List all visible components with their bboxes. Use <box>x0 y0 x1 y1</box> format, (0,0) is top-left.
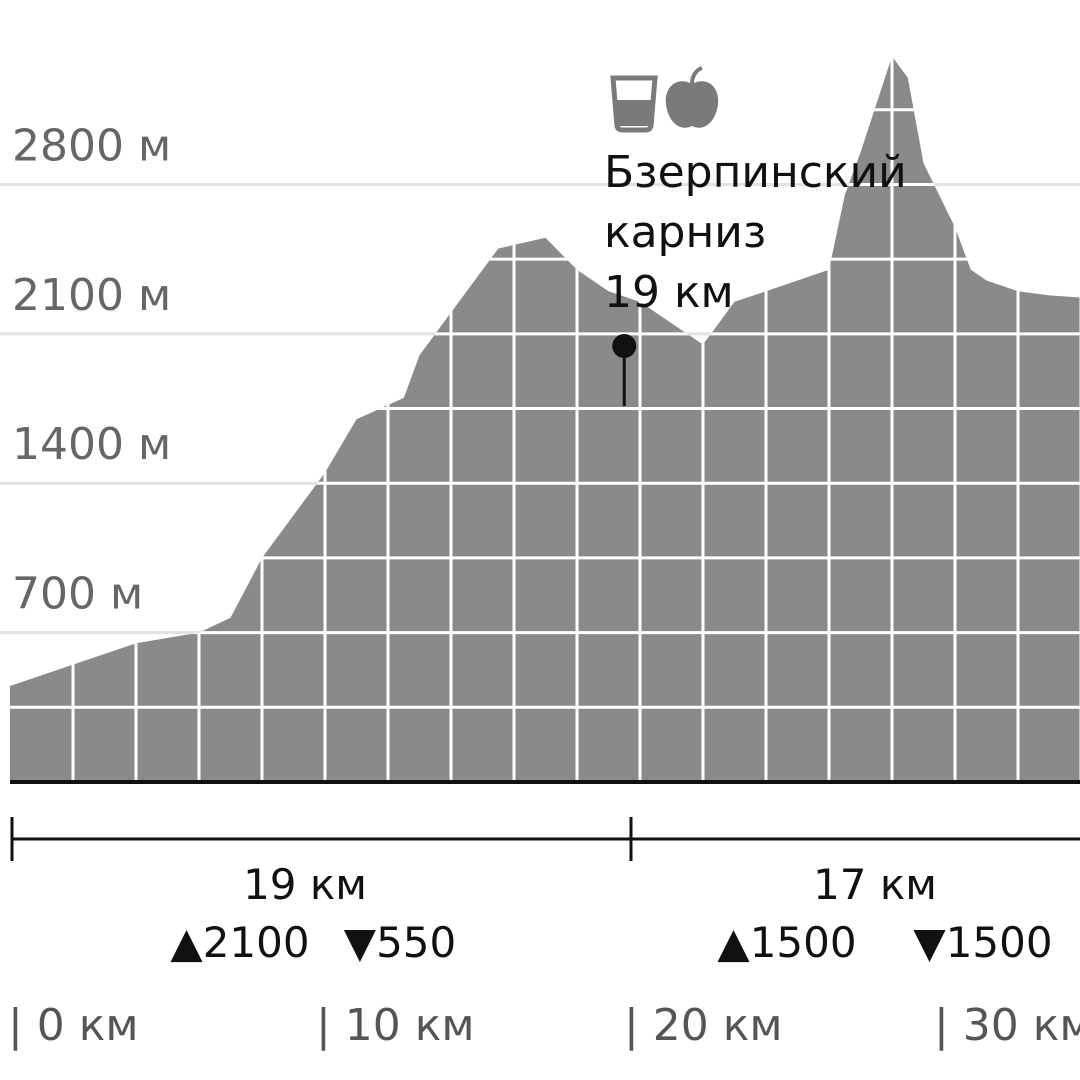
station-marker-group: Бзерпинский карниз 19 км <box>604 66 907 406</box>
y-tick-label: 700 м <box>12 569 143 620</box>
x-tick-label: | 20 км <box>624 1000 783 1051</box>
segment-descent: ▼1500 <box>913 918 1052 967</box>
x-tick-label: | 30 км <box>934 1000 1080 1051</box>
segment-distance: 19 км <box>243 860 367 909</box>
cup-liquid <box>616 100 652 126</box>
x-tick-labels: | 0 км | 10 км | 20 км | 30 км <box>8 1000 1080 1051</box>
x-tick-label: | 0 км <box>8 1000 139 1051</box>
segment-descent: ▼550 <box>344 918 456 967</box>
station-name: Бзерпинский <box>604 147 907 198</box>
station-pin-head <box>612 334 637 358</box>
apple-body <box>665 81 719 128</box>
segment-ruler: 19 км ▲2100 ▼550 17 км ▲1500 ▼1500 <box>10 817 1080 967</box>
segment-ascent: ▲2100 <box>170 918 309 967</box>
segment-ascent: ▲1500 <box>717 918 856 967</box>
drink-icon <box>610 75 658 133</box>
y-tick-label: 2800 м <box>12 120 171 171</box>
apple-icon <box>665 66 719 128</box>
elevation-area <box>10 56 1080 782</box>
y-tick-label: 1400 м <box>12 419 171 470</box>
apple-stem <box>690 66 703 85</box>
segment-distance: 17 км <box>813 860 937 909</box>
station-name-line2: карниз <box>604 207 766 258</box>
station-km: 19 км <box>604 267 734 318</box>
cup-outline <box>610 75 658 133</box>
x-tick-label: | 10 км <box>316 1000 475 1051</box>
y-tick-label: 2100 м <box>12 270 171 321</box>
y-tick-labels: 700 м 1400 м 2100 м 2800 м <box>12 120 171 619</box>
